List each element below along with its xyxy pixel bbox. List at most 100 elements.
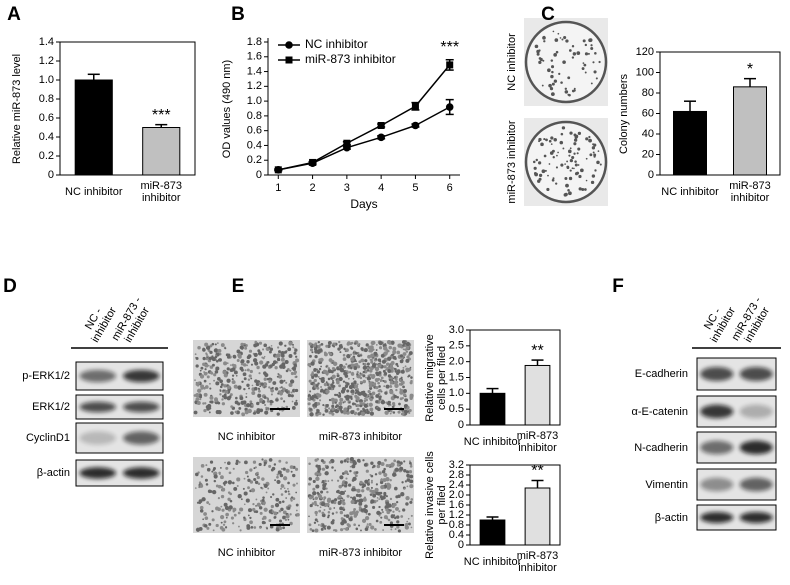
y-tick-label: 1.0 (247, 95, 262, 107)
cell (253, 526, 257, 529)
cell (205, 345, 211, 350)
cell (387, 356, 392, 361)
cell (214, 343, 217, 346)
cell (226, 396, 231, 401)
cell (355, 510, 359, 514)
cell (359, 480, 363, 485)
cell (366, 523, 369, 526)
cell (232, 467, 235, 470)
cell (258, 462, 262, 467)
cell (381, 510, 384, 514)
cell (195, 393, 200, 398)
cell (355, 493, 360, 497)
cell (207, 349, 211, 352)
cell (320, 490, 324, 494)
cell (224, 526, 228, 529)
cell (249, 480, 254, 484)
cell (215, 381, 220, 386)
cell (253, 386, 258, 391)
cell (344, 384, 349, 389)
cell (271, 466, 276, 471)
cell (309, 396, 314, 401)
cell (287, 347, 292, 352)
cell (352, 487, 356, 492)
cell (228, 505, 233, 510)
cell (331, 374, 336, 379)
cell (405, 495, 410, 501)
cell (256, 365, 260, 370)
cell (328, 386, 332, 390)
image-caption: NC inhibitor (217, 431, 276, 443)
cell (364, 516, 370, 521)
cell (217, 358, 221, 362)
cell (225, 512, 229, 517)
cell (368, 345, 371, 348)
y-tick-label: 3.0 (449, 324, 464, 336)
cell (349, 456, 354, 462)
y-tick-label: 3.2 (449, 459, 464, 471)
cell (401, 397, 404, 400)
cell (324, 384, 327, 387)
colony (555, 50, 559, 54)
cell (257, 393, 260, 396)
cell (294, 348, 298, 352)
cell (232, 522, 235, 525)
cell (261, 458, 264, 461)
colony (583, 63, 587, 67)
cell (246, 403, 251, 408)
panel-label: E (231, 276, 245, 297)
cell (195, 364, 199, 368)
cell (392, 350, 397, 355)
cell (325, 404, 329, 408)
cell (243, 377, 247, 381)
row-label: Vimentin (645, 478, 688, 491)
cell (314, 503, 318, 507)
cell (327, 344, 331, 349)
cell (255, 473, 258, 476)
row-label: ERK1/2 (32, 401, 70, 413)
cell (210, 400, 214, 404)
colony (567, 93, 570, 96)
cell (315, 384, 319, 388)
cell (404, 480, 408, 483)
colony (590, 180, 595, 185)
cell (213, 479, 217, 483)
colony (571, 167, 574, 170)
cell (407, 473, 410, 476)
cell (378, 340, 383, 346)
cell (314, 510, 318, 515)
cell (389, 509, 392, 512)
cell (307, 402, 311, 406)
cell (257, 351, 263, 356)
cell (271, 510, 275, 514)
colony (596, 160, 600, 165)
cell (380, 462, 385, 466)
cell (284, 344, 287, 347)
cell (322, 525, 326, 529)
cell (276, 353, 281, 358)
cell (224, 347, 227, 350)
cell (390, 528, 393, 531)
cell (266, 399, 270, 403)
cell (409, 474, 414, 479)
cell (335, 393, 339, 397)
y-tick-label: 0 (256, 169, 262, 181)
cell (350, 347, 354, 350)
cell (233, 513, 237, 517)
cell (225, 516, 228, 519)
cell (377, 358, 382, 362)
cell (313, 369, 317, 372)
cell (348, 371, 352, 374)
cell (354, 351, 358, 355)
cell (400, 359, 404, 362)
cell (276, 475, 279, 479)
cell (276, 412, 280, 416)
cell (259, 526, 262, 529)
cell (338, 401, 343, 406)
cell (291, 366, 297, 371)
cell (202, 347, 206, 351)
colony (574, 163, 578, 167)
cell (307, 482, 311, 486)
colony (582, 39, 586, 43)
cell (402, 344, 405, 347)
